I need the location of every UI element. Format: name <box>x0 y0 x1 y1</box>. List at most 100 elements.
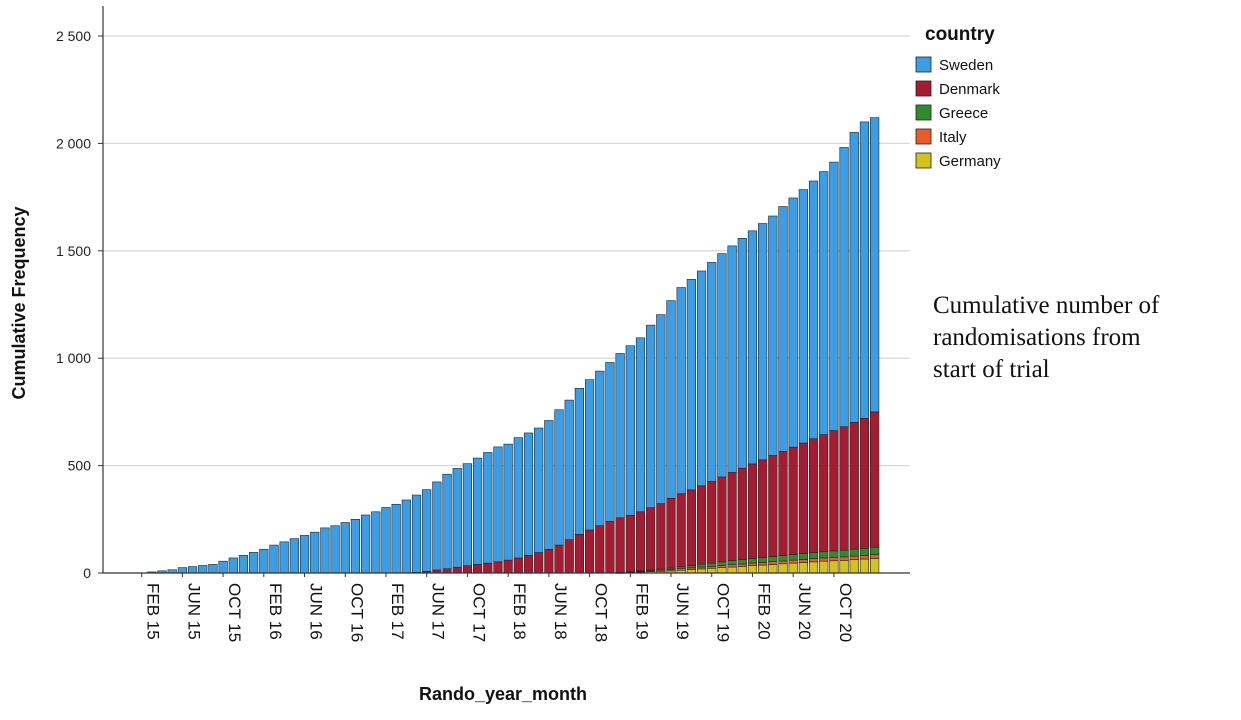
bar-segment-sweden <box>503 443 513 561</box>
bar-segment-denmark <box>595 525 605 574</box>
bar-segment-sweden <box>259 549 269 574</box>
bar-segment-sweden <box>187 566 198 574</box>
bar-segment-germany <box>707 567 717 574</box>
bar-segment-denmark <box>544 549 554 574</box>
x-tick-label: JUN 20 <box>795 583 814 640</box>
bar-segment-italy <box>788 559 798 564</box>
bar-segment-italy <box>727 564 737 568</box>
bar-segment-denmark <box>859 418 870 549</box>
bar-segment-sweden <box>442 473 452 570</box>
bar-segment-greece <box>686 565 696 569</box>
bar-segment-sweden <box>707 262 717 482</box>
x-tick-label: FEB 15 <box>144 583 163 640</box>
bar-segment-denmark <box>615 517 625 573</box>
bar-segment-denmark <box>493 561 503 574</box>
x-tick-label: FEB 17 <box>388 583 407 640</box>
bar-segment-italy <box>717 565 727 568</box>
bar-segment-denmark <box>503 559 513 574</box>
bar-segment-sweden <box>808 180 819 440</box>
bar-segment-greece <box>758 557 768 563</box>
bar-segment-sweden <box>350 518 361 574</box>
y-axis: 0 500 1 000 1 500 2 000 2 500 <box>56 6 104 581</box>
bar-segment-sweden <box>208 564 218 574</box>
bar-segment-sweden <box>513 437 523 559</box>
bar-segment-denmark <box>870 411 880 548</box>
bar-segment-sweden <box>666 300 676 499</box>
bar-segment-germany <box>727 566 737 574</box>
bar-segment-denmark <box>666 497 676 569</box>
bar-segment-italy <box>829 557 839 562</box>
bar-segment-denmark <box>462 565 473 574</box>
bar-segment-germany <box>829 560 839 574</box>
x-tick-label: JUN 16 <box>307 583 326 640</box>
bar-segment-denmark <box>472 564 483 574</box>
legend-label-germany: Germany <box>939 153 1001 170</box>
bar-segment-denmark <box>778 451 788 556</box>
bar-segment-sweden <box>778 206 788 452</box>
bar-segment-denmark <box>727 472 737 561</box>
legend-label-greece: Greece <box>939 105 988 122</box>
bar-segment-denmark <box>839 426 849 551</box>
bar-segment-greece <box>859 547 870 556</box>
bar-segment-sweden <box>870 117 880 413</box>
x-tick-label: JUN 18 <box>551 583 570 640</box>
bar-segment-denmark <box>768 455 778 557</box>
bar-segment-denmark <box>676 493 686 568</box>
y-tick-label: 500 <box>68 458 92 474</box>
bar-segment-denmark <box>564 539 574 574</box>
x-tick-label: JUN 15 <box>184 583 203 640</box>
bar-segment-denmark <box>574 534 584 574</box>
bar-segment-sweden <box>534 427 544 553</box>
bar-segment-italy <box>849 555 859 560</box>
bar-segment-greece <box>707 562 717 567</box>
legend-label-sweden: Sweden <box>939 57 993 74</box>
bar-segment-sweden <box>361 514 371 574</box>
bar-segment-italy <box>737 563 747 567</box>
x-tick-label: FEB 16 <box>266 583 285 640</box>
bar-segment-denmark <box>788 446 798 555</box>
bar-segment-sweden <box>381 507 391 574</box>
bar-segment-sweden <box>676 287 686 495</box>
bar-segment-greece <box>870 546 880 555</box>
bar-segment-denmark <box>635 511 646 572</box>
bar-segment-sweden <box>829 161 839 431</box>
bar-segment-sweden <box>788 197 798 448</box>
bar-segment-denmark <box>625 515 635 573</box>
annotation-line-3: start of trial <box>933 356 1050 383</box>
bar-segment-sweden <box>493 446 503 563</box>
bar-segment-greece <box>788 554 798 561</box>
x-tick-label: OCT 17 <box>469 583 488 642</box>
annotation-line-2: randomisations from <box>933 324 1141 351</box>
bar-segment-germany <box>788 562 798 574</box>
bar-segment-germany <box>768 564 778 574</box>
bar-segment-italy <box>768 561 778 565</box>
bar-segment-sweden <box>635 337 646 513</box>
bar-segment-sweden <box>238 555 249 574</box>
bar-segment-sweden <box>330 525 340 574</box>
bar-segment-sweden <box>310 531 320 574</box>
bar-segment-denmark <box>758 459 768 558</box>
x-tick-label: OCT 15 <box>225 583 244 642</box>
bar-segment-sweden <box>656 314 666 504</box>
bar-segment-sweden <box>686 279 696 491</box>
bar-segment-sweden <box>819 171 829 435</box>
x-tick-label: FEB 18 <box>510 583 529 640</box>
bar-segment-sweden <box>452 468 462 568</box>
chart-annotation: Cumulative number of randomisations from… <box>933 290 1233 386</box>
x-tick-label: JUN 19 <box>673 583 692 640</box>
x-axis-title: Rando_year_month <box>419 684 587 704</box>
bar-segment-italy <box>747 562 758 566</box>
bar-segment-sweden <box>595 370 605 527</box>
legend-swatch-denmark <box>915 80 932 97</box>
bar-segment-germany <box>849 559 859 574</box>
bar-segment-sweden <box>269 544 279 574</box>
bar-segment-sweden <box>299 535 310 574</box>
bar-segment-italy <box>778 560 788 565</box>
bar-segment-germany <box>778 563 788 574</box>
bar-segment-sweden <box>228 557 238 574</box>
bar-segment-sweden <box>279 541 289 574</box>
bar-segment-sweden <box>605 362 615 522</box>
bar-segment-germany <box>717 567 727 574</box>
legend-label-italy: Italy <box>939 129 967 146</box>
